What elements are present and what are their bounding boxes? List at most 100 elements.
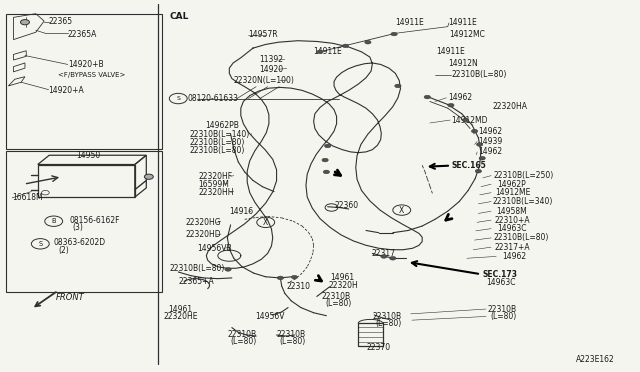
Circle shape xyxy=(291,275,298,279)
Text: 22370: 22370 xyxy=(367,343,391,352)
Text: 14911E: 14911E xyxy=(396,19,424,28)
Bar xyxy=(6,151,163,292)
Text: S: S xyxy=(176,96,180,101)
Text: 22310B: 22310B xyxy=(276,330,306,339)
Text: 14911E: 14911E xyxy=(314,47,342,56)
Text: 22310B(L=80): 22310B(L=80) xyxy=(189,138,244,147)
Text: 22310B: 22310B xyxy=(372,312,401,321)
Text: 22320HG: 22320HG xyxy=(186,218,221,227)
Text: 22320N(L=100): 22320N(L=100) xyxy=(234,76,294,85)
Text: 08156-6162F: 08156-6162F xyxy=(69,216,120,225)
Text: 22310B(L=250): 22310B(L=250) xyxy=(493,171,554,180)
Text: (2): (2) xyxy=(58,246,69,254)
Text: 14912MC: 14912MC xyxy=(450,30,486,39)
Circle shape xyxy=(471,129,477,133)
Text: 14950: 14950 xyxy=(76,151,100,160)
Text: 22310B(L=80): 22310B(L=80) xyxy=(189,146,244,155)
Text: 22320HE: 22320HE xyxy=(164,312,198,321)
Text: 16599M: 16599M xyxy=(198,180,230,189)
Circle shape xyxy=(381,254,387,258)
Circle shape xyxy=(448,103,454,107)
Text: (L=80): (L=80) xyxy=(325,299,351,308)
Text: (L=80): (L=80) xyxy=(230,337,257,346)
Text: 22310B(L=80): 22310B(L=80) xyxy=(452,70,507,79)
Circle shape xyxy=(475,169,481,173)
Text: 08120-61633: 08120-61633 xyxy=(187,94,238,103)
Text: 22310: 22310 xyxy=(287,282,311,291)
Text: 22320HH: 22320HH xyxy=(198,188,234,197)
Circle shape xyxy=(390,256,396,260)
Circle shape xyxy=(365,40,371,44)
Text: 22310B(L=340): 22310B(L=340) xyxy=(492,197,553,206)
Text: FRONT: FRONT xyxy=(56,294,85,302)
Text: X: X xyxy=(263,218,268,227)
Text: 14961: 14961 xyxy=(168,305,192,314)
Text: CAL: CAL xyxy=(170,12,189,21)
Text: 14962: 14962 xyxy=(502,252,527,261)
Text: 14956VB: 14956VB xyxy=(197,244,232,253)
Text: 22365: 22365 xyxy=(49,17,73,26)
Circle shape xyxy=(342,44,349,48)
Text: B: B xyxy=(51,218,56,224)
Circle shape xyxy=(323,170,330,174)
Text: 22365+A: 22365+A xyxy=(178,277,214,286)
Circle shape xyxy=(20,20,29,25)
Text: 22310B(L=80): 22310B(L=80) xyxy=(493,233,549,243)
Text: 14957R: 14957R xyxy=(248,30,278,39)
Text: 14962P: 14962P xyxy=(497,180,526,189)
Text: 14962: 14962 xyxy=(478,147,502,156)
Text: (L=80): (L=80) xyxy=(490,312,516,321)
Text: A223E162: A223E162 xyxy=(576,355,615,364)
Circle shape xyxy=(145,174,154,179)
Circle shape xyxy=(324,144,331,148)
Text: 14912ME: 14912ME xyxy=(495,188,531,197)
Text: 22310B: 22310B xyxy=(322,292,351,301)
Circle shape xyxy=(476,142,483,146)
Text: 22310B: 22310B xyxy=(227,330,257,339)
Text: 14911E: 14911E xyxy=(448,19,476,28)
Text: 14962: 14962 xyxy=(478,126,502,136)
Text: 22320H: 22320H xyxy=(328,281,358,290)
Text: 14920: 14920 xyxy=(259,65,284,74)
Text: 22310+A: 22310+A xyxy=(494,216,530,225)
Text: 14920+B: 14920+B xyxy=(68,60,104,69)
Text: 16618M: 16618M xyxy=(12,193,43,202)
Text: (3): (3) xyxy=(73,223,84,232)
Circle shape xyxy=(391,32,397,36)
Text: 14916: 14916 xyxy=(229,208,253,217)
Text: 14939: 14939 xyxy=(478,137,502,146)
Text: 22310B(L=140): 22310B(L=140) xyxy=(189,129,250,139)
Text: S: S xyxy=(38,241,42,247)
Text: (L=80): (L=80) xyxy=(279,337,305,346)
Text: 14963C: 14963C xyxy=(486,278,516,287)
Text: 22310B(L=80): 22310B(L=80) xyxy=(170,264,225,273)
Text: 14962: 14962 xyxy=(448,93,472,102)
Circle shape xyxy=(322,158,328,162)
Text: 22365A: 22365A xyxy=(68,30,97,39)
Text: 22320HF: 22320HF xyxy=(198,172,233,181)
Text: 14956V: 14956V xyxy=(255,312,284,321)
Text: 22360: 22360 xyxy=(334,201,358,210)
Text: 22310B: 22310B xyxy=(487,305,516,314)
Text: SEC.173: SEC.173 xyxy=(483,270,518,279)
Text: 22317: 22317 xyxy=(371,249,395,258)
Text: 14961: 14961 xyxy=(330,273,355,282)
Text: SEC.165: SEC.165 xyxy=(452,161,486,170)
Bar xyxy=(38,164,135,197)
Text: 22320HD: 22320HD xyxy=(186,230,221,240)
Circle shape xyxy=(317,50,323,54)
Text: 22317+A: 22317+A xyxy=(495,243,531,251)
Text: 08363-6202D: 08363-6202D xyxy=(53,238,105,247)
Text: 14911E: 14911E xyxy=(436,47,465,56)
Circle shape xyxy=(395,84,401,88)
Text: X: X xyxy=(399,206,404,215)
Bar xyxy=(6,14,163,149)
Text: 14912N: 14912N xyxy=(448,59,477,68)
Circle shape xyxy=(225,267,231,271)
Text: 14963C: 14963C xyxy=(497,224,527,233)
Text: 22320HA: 22320HA xyxy=(492,102,527,111)
Circle shape xyxy=(277,276,284,280)
Text: 14958M: 14958M xyxy=(496,207,527,216)
Text: 14920+A: 14920+A xyxy=(49,86,84,95)
Text: (L=80): (L=80) xyxy=(375,320,401,328)
